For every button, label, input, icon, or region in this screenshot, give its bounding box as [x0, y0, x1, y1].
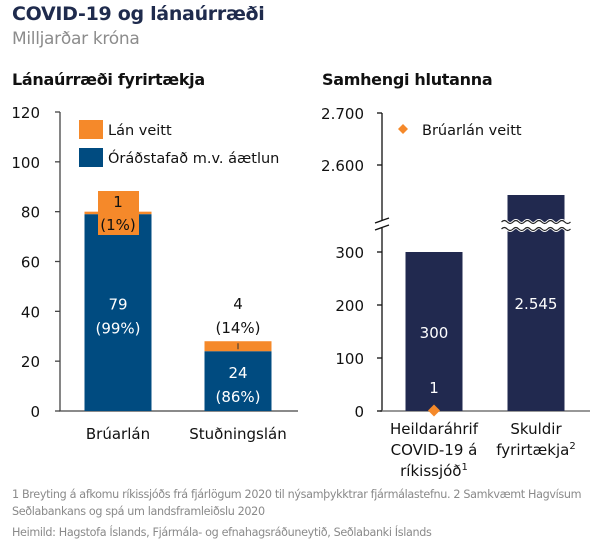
right-y-tick-label: 200	[335, 297, 364, 315]
bar-value-label: 79	[108, 296, 127, 314]
legend-label: Brúarlán veitt	[422, 123, 522, 139]
bar-break-wave	[501, 219, 571, 225]
x-category-label: Stuðningslán	[189, 425, 286, 443]
legend-label: Lán veitt	[108, 123, 172, 139]
bar-segment-studningslan-unallocated	[204, 351, 272, 411]
bar-value-label: 24	[228, 364, 247, 382]
x-category-label: fyrirtækja2	[496, 441, 575, 459]
bar-segment-bruarlan-unallocated	[84, 214, 152, 411]
left-panel-title: Lánaúrræði fyrirtækja	[12, 70, 205, 89]
bar-value-label: 300	[420, 324, 449, 342]
left-y-tick-label: 20	[21, 353, 40, 371]
x-category-label: Brúarlán	[86, 425, 150, 443]
granted-value-label: 4	[233, 295, 243, 313]
left-y-tick-label: 0	[30, 403, 40, 421]
bar-break-wave	[501, 226, 571, 232]
x-category-label: COVID-19 á	[391, 441, 478, 459]
source-note: Heimild: Hagstofa Íslands, Fjármála- og …	[12, 526, 432, 539]
bar-value-label: 2.545	[515, 295, 558, 313]
right-y-tick-label: 2.700	[321, 105, 364, 123]
granted-label-box	[98, 191, 139, 235]
left-y-tick-label: 100	[11, 154, 40, 172]
x-category-label: ríkissjóð1	[400, 462, 468, 480]
granted-pct-label: (14%)	[215, 319, 260, 337]
x-category-label: Heildaráhrif	[390, 420, 479, 438]
legend-swatch	[79, 148, 103, 167]
bar-pct-label: (86%)	[215, 388, 260, 406]
bruarlan-diamond-marker	[428, 404, 440, 417]
axis-break-mark	[374, 224, 390, 231]
bar-pct-label: (99%)	[95, 320, 140, 338]
left-y-tick-label: 40	[21, 303, 40, 321]
left-y-tick-label: 80	[21, 204, 40, 222]
legend-diamond-marker	[398, 124, 408, 134]
footnote-line-1: 1 Breyting á afkomu ríkissjóðs frá fjárl…	[12, 488, 582, 501]
right-y-tick-label: 300	[335, 244, 364, 262]
right-y-tick-label: 0	[354, 403, 364, 421]
right-panel-title: Samhengi hlutanna	[322, 70, 493, 89]
marker-value-label: 1	[429, 379, 439, 397]
footnote-line-2: Seðlabankans og spá um landsframleiðslu …	[12, 505, 265, 518]
legend-label: Óráðstafað m.v. áætlun	[108, 149, 279, 167]
left-y-tick-label: 60	[21, 254, 40, 272]
granted-pct-label: (1%)	[100, 216, 136, 234]
axis-break-mark	[374, 217, 390, 224]
x-category-label: Skuldir	[510, 420, 562, 438]
granted-value-label: 1	[113, 193, 123, 211]
right-y-tick-label: 100	[335, 350, 364, 368]
right-y-tick-label: 2.600	[321, 157, 364, 175]
left-y-tick-label: 120	[11, 104, 40, 122]
bar-break-gap	[501, 222, 571, 229]
bar-heildarahrif	[405, 252, 463, 411]
chart-title: COVID-19 og lánaúrræði	[12, 3, 265, 25]
chart-subtitle: Milljarðar króna	[12, 29, 140, 49]
legend-swatch	[79, 120, 103, 139]
